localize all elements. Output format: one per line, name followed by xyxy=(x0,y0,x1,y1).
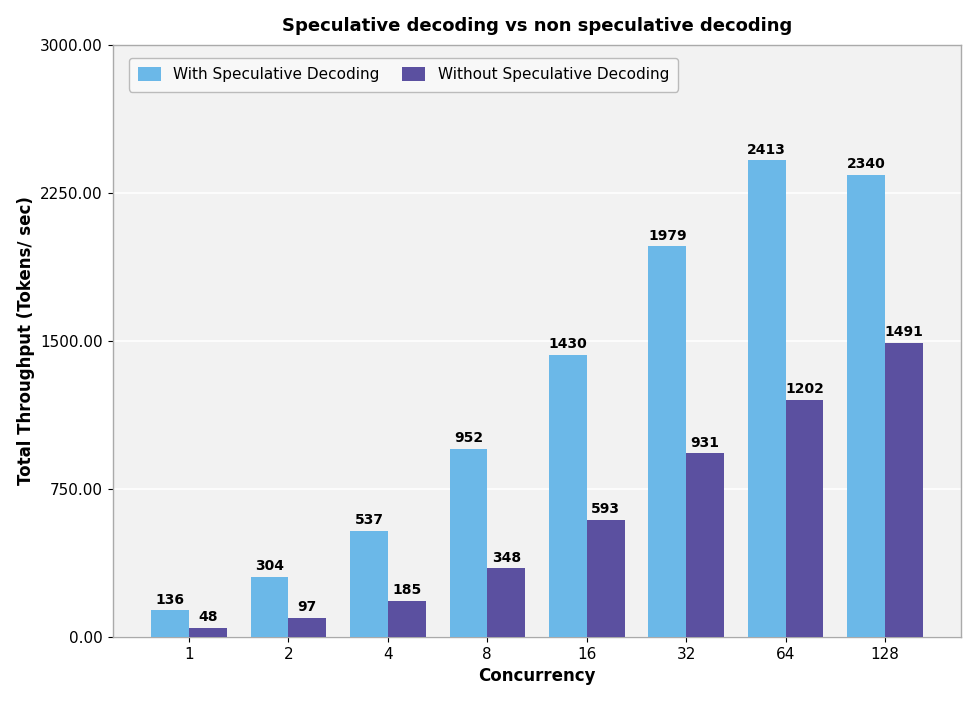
Text: 1979: 1979 xyxy=(648,229,686,243)
Text: 2413: 2413 xyxy=(746,143,786,157)
Bar xyxy=(449,449,487,637)
Bar xyxy=(151,610,189,637)
Bar xyxy=(686,453,723,637)
Bar xyxy=(747,161,785,637)
Text: 304: 304 xyxy=(255,559,283,574)
Bar xyxy=(548,355,586,637)
Title: Speculative decoding vs non speculative decoding: Speculative decoding vs non speculative … xyxy=(281,17,791,34)
Legend: With Speculative Decoding, Without Speculative Decoding: With Speculative Decoding, Without Specu… xyxy=(129,58,677,91)
X-axis label: Concurrency: Concurrency xyxy=(478,668,595,685)
Text: 952: 952 xyxy=(453,432,483,446)
Bar xyxy=(487,569,525,637)
Bar xyxy=(350,531,388,637)
Bar xyxy=(785,399,823,637)
Y-axis label: Total Throughput (Tokens/ sec): Total Throughput (Tokens/ sec) xyxy=(17,197,34,485)
Text: 1491: 1491 xyxy=(883,325,922,339)
Bar xyxy=(648,246,686,637)
Text: 931: 931 xyxy=(690,436,719,449)
Bar xyxy=(250,577,288,637)
Bar xyxy=(189,628,227,637)
Bar xyxy=(388,600,425,637)
Text: 537: 537 xyxy=(354,513,383,527)
Text: 185: 185 xyxy=(392,583,421,597)
Bar xyxy=(884,343,922,637)
Bar xyxy=(846,175,884,637)
Text: 1430: 1430 xyxy=(548,337,586,351)
Text: 136: 136 xyxy=(155,592,185,607)
Text: 593: 593 xyxy=(590,503,619,517)
Text: 348: 348 xyxy=(491,551,520,565)
Bar xyxy=(288,618,326,637)
Text: 1202: 1202 xyxy=(785,382,823,396)
Bar xyxy=(586,520,624,637)
Text: 97: 97 xyxy=(297,600,317,614)
Text: 2340: 2340 xyxy=(846,157,884,171)
Text: 48: 48 xyxy=(198,610,218,624)
